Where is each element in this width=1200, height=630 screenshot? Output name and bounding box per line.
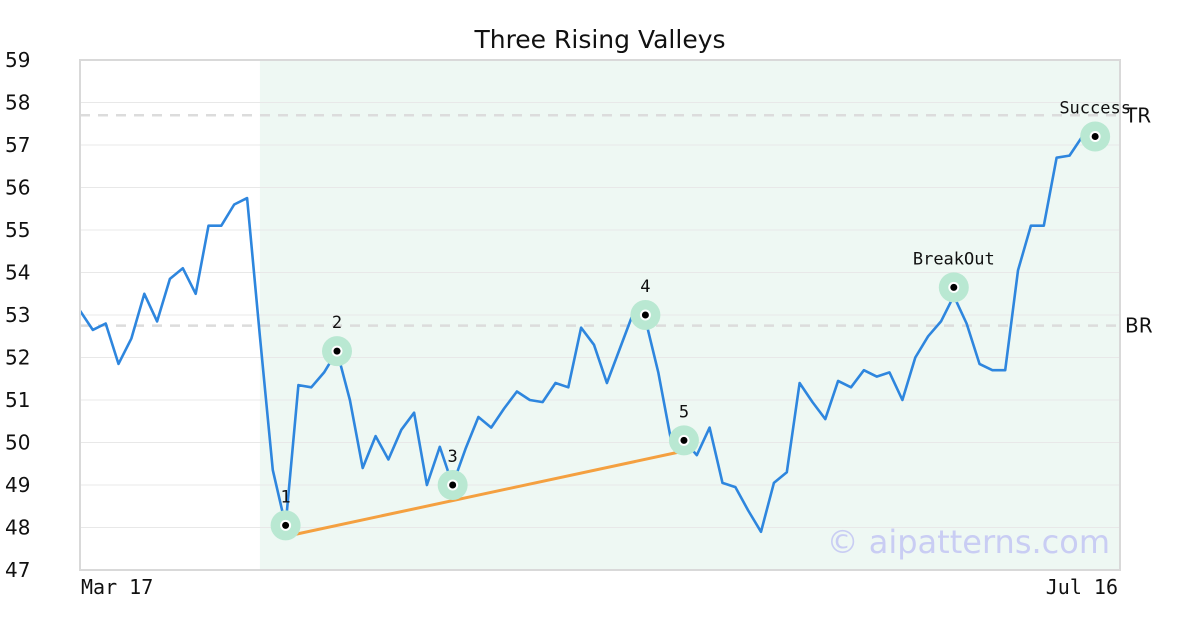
level-label-br: BR bbox=[1125, 314, 1153, 338]
point-label-1: 1 bbox=[280, 487, 290, 507]
level-lines: TR BR bbox=[80, 103, 1153, 338]
point-dot-5 bbox=[680, 436, 688, 444]
trendline-layer bbox=[287, 449, 685, 538]
level-label-tr: TR bbox=[1124, 103, 1151, 127]
y-tick-label: 54 bbox=[5, 261, 30, 285]
trendline bbox=[287, 449, 685, 538]
y-tick-label: 51 bbox=[5, 388, 30, 412]
y-tick-label: 59 bbox=[5, 48, 30, 72]
y-tick-label: 58 bbox=[5, 91, 30, 115]
chart-title: Three Rising Valleys bbox=[473, 25, 725, 54]
x-tick-label-end: Jul 16 bbox=[1046, 575, 1118, 599]
point-dot-4 bbox=[641, 311, 649, 319]
y-tick-label: 55 bbox=[5, 218, 30, 242]
point-dot-3 bbox=[449, 481, 457, 489]
watermark: © aipatterns.com bbox=[827, 523, 1110, 561]
y-tick-label: 57 bbox=[5, 133, 30, 157]
series-layer bbox=[78, 135, 1108, 534]
y-tick-label: 56 bbox=[5, 176, 30, 200]
y-tick-label: 53 bbox=[5, 303, 30, 327]
y-axis: 47 48 49 50 51 52 53 54 55 56 57 58 59 bbox=[5, 48, 30, 582]
point-label-4: 4 bbox=[640, 277, 650, 297]
y-tick-label: 48 bbox=[5, 516, 30, 540]
point-dot-1 bbox=[282, 521, 290, 529]
point-label-breakout: BreakOut bbox=[913, 249, 995, 269]
y-tick-label: 47 bbox=[5, 558, 30, 582]
y-tick-label: 50 bbox=[5, 431, 30, 455]
point-label-3: 3 bbox=[448, 447, 458, 467]
point-label-5: 5 bbox=[679, 402, 689, 422]
price-line bbox=[78, 135, 1108, 534]
plot-frame bbox=[79, 59, 1121, 571]
point-dot-2 bbox=[333, 347, 341, 355]
point-dot-breakout bbox=[950, 283, 958, 291]
point-label-success: Success bbox=[1059, 99, 1131, 119]
point-dot-success bbox=[1091, 133, 1099, 140]
y-tick-label: 49 bbox=[5, 473, 30, 497]
y-tick-label: 52 bbox=[5, 346, 30, 370]
point-label-2: 2 bbox=[332, 313, 342, 333]
pattern-points: 1 2 3 4 5 BreakOut Success bbox=[270, 99, 1131, 541]
x-tick-label-start: Mar 17 bbox=[81, 575, 153, 599]
